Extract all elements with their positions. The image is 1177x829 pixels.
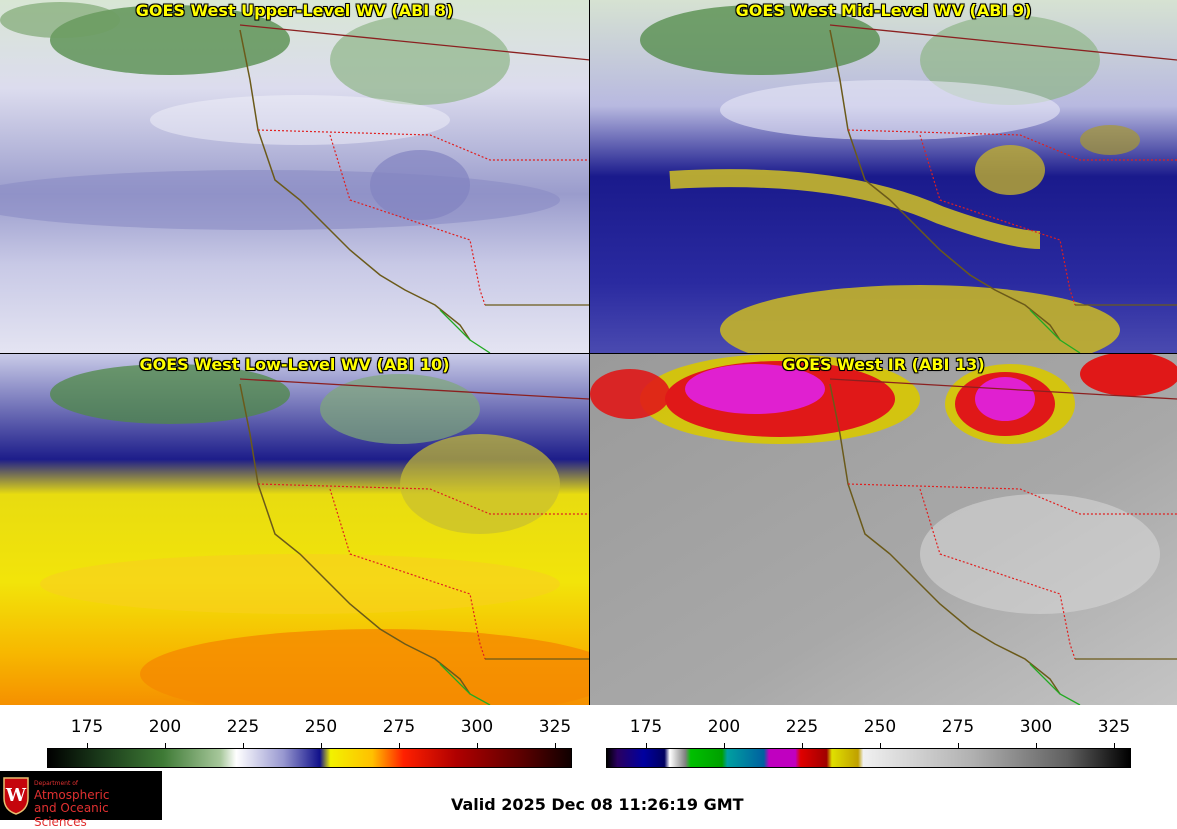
wv-tick-label: 275 bbox=[382, 717, 416, 737]
panel-divider-horizontal bbox=[0, 353, 1177, 354]
mid-level-wv-panel: GOES West Mid-Level WV (ABI 9) bbox=[590, 0, 1177, 353]
logo-department-text: Department of bbox=[34, 780, 78, 787]
wv-tick-label: 300 bbox=[460, 717, 494, 737]
ir-colorbar bbox=[606, 748, 1131, 768]
low-level-wv-title: GOES West Low-Level WV (ABI 10) bbox=[139, 355, 450, 374]
logo-atmospheric-text: Atmospheric bbox=[34, 788, 110, 802]
mid-level-wv-title: GOES West Mid-Level WV (ABI 9) bbox=[735, 1, 1032, 20]
wv-tick-label: 175 bbox=[70, 717, 104, 737]
low-level-wv-panel: GOES West Low-Level WV (ABI 10) bbox=[0, 354, 589, 705]
ir-panel: GOES West IR (ABI 13) bbox=[590, 354, 1177, 705]
ir-tick-label: 225 bbox=[785, 717, 819, 737]
valid-time: Valid 2025 Dec 08 11:26:19 GMT bbox=[451, 795, 744, 814]
ir-image bbox=[590, 354, 1177, 705]
upper-level-wv-image bbox=[0, 0, 589, 353]
uw-seal-letter: W bbox=[5, 785, 27, 806]
ir-tick-label: 325 bbox=[1097, 717, 1131, 737]
ir-tick-label: 275 bbox=[941, 717, 975, 737]
logo-oceanic-text: and Oceanic Sciences bbox=[34, 801, 109, 829]
wv-colorbar bbox=[47, 748, 572, 768]
wv-tick-label: 225 bbox=[226, 717, 260, 737]
wv-tick-label: 250 bbox=[304, 717, 338, 737]
wv-tick-label: 325 bbox=[538, 717, 572, 737]
mid-level-wv-image bbox=[590, 0, 1177, 353]
ir-tick-label: 300 bbox=[1019, 717, 1053, 737]
uw-seal-icon: W bbox=[3, 777, 29, 815]
upper-level-wv-title: GOES West Upper-Level WV (ABI 8) bbox=[135, 1, 454, 20]
aos-logo: W Department of Atmospheric and Oceanic … bbox=[0, 771, 162, 829]
low-level-wv-image bbox=[0, 354, 589, 705]
ir-tick-label: 250 bbox=[863, 717, 897, 737]
ir-title: GOES West IR (ABI 13) bbox=[782, 355, 985, 374]
ir-tick-label: 200 bbox=[707, 717, 741, 737]
panel-divider-vertical bbox=[589, 0, 590, 705]
upper-level-wv-panel: GOES West Upper-Level WV (ABI 8) bbox=[0, 0, 589, 353]
ir-tick-label: 175 bbox=[629, 717, 663, 737]
wv-tick-label: 200 bbox=[148, 717, 182, 737]
